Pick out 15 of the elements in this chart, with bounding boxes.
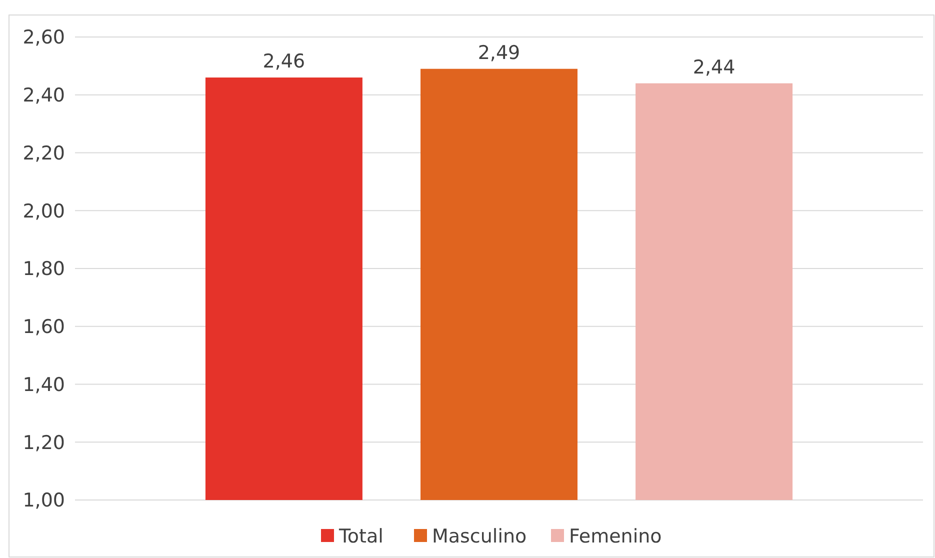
y-tick-label: 1,40: [22, 374, 65, 396]
data-label: 2,46: [262, 50, 306, 73]
y-tick-label: 1,20: [22, 432, 65, 454]
y-tick-label: 2,40: [22, 84, 65, 107]
legend-label: Femenino: [569, 526, 662, 548]
legend-label: Total: [338, 526, 384, 548]
legend-label: Masculino: [432, 526, 527, 548]
y-tick-label: 1,00: [22, 490, 65, 512]
y-tick-label: 1,80: [22, 258, 65, 280]
y-tick-label: 2,20: [22, 142, 65, 164]
data-label: 2,44: [692, 56, 736, 78]
y-tick-label: 2,00: [22, 200, 65, 222]
data-label: 2,49: [478, 42, 520, 64]
y-tick-label: 1,60: [22, 316, 65, 338]
y-tick-label: 2,60: [22, 26, 65, 49]
